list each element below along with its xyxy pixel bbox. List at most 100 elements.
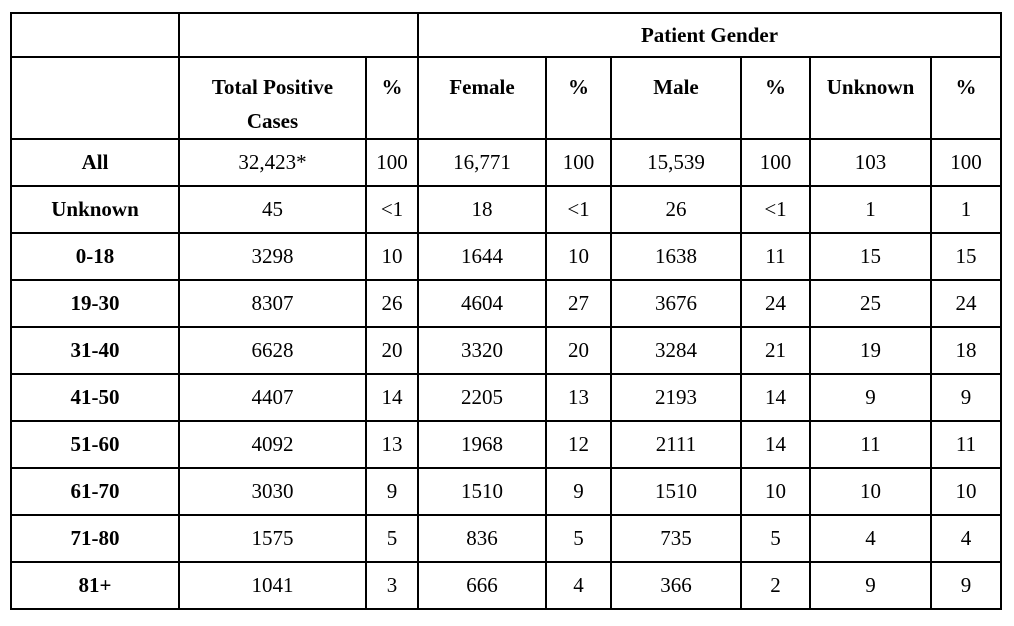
corner-blank-cell bbox=[10, 12, 180, 58]
data-cell: 13 bbox=[365, 420, 419, 470]
data-cell: 1644 bbox=[417, 232, 547, 282]
data-cell: 15 bbox=[930, 232, 1002, 282]
data-cell: 11 bbox=[930, 420, 1002, 470]
data-cell: 4 bbox=[930, 514, 1002, 564]
table-row-19-30: 19-30 8307 26 4604 27 3676 24 25 24 bbox=[10, 279, 1002, 329]
data-cell: 18 bbox=[417, 185, 547, 235]
data-cell: 11 bbox=[809, 420, 932, 470]
data-cell: 4092 bbox=[178, 420, 367, 470]
data-cell: 4407 bbox=[178, 373, 367, 423]
data-cell: 836 bbox=[417, 514, 547, 564]
data-cell: 10 bbox=[740, 467, 811, 517]
data-cell: 5 bbox=[545, 514, 612, 564]
data-cell: 4 bbox=[545, 561, 612, 611]
data-cell: 21 bbox=[740, 326, 811, 376]
data-cell: 1510 bbox=[417, 467, 547, 517]
totals-blank-cell bbox=[178, 12, 419, 58]
col-header-pct-total: % bbox=[365, 55, 419, 141]
row-label-cell: 61-70 bbox=[10, 467, 180, 517]
data-cell: 11 bbox=[740, 232, 811, 282]
data-cell: 1041 bbox=[178, 561, 367, 611]
table-row-61-70: 61-70 3030 9 1510 9 1510 10 10 10 bbox=[10, 467, 1002, 517]
row-label-cell: 81+ bbox=[10, 561, 180, 611]
data-cell: 735 bbox=[610, 514, 742, 564]
data-cell: 3676 bbox=[610, 279, 742, 329]
data-cell: 10 bbox=[809, 467, 932, 517]
data-cell: 100 bbox=[365, 138, 419, 188]
data-cell: 24 bbox=[740, 279, 811, 329]
row-label-cell: 31-40 bbox=[10, 326, 180, 376]
data-cell: 6628 bbox=[178, 326, 367, 376]
row-label-cell: 71-80 bbox=[10, 514, 180, 564]
col-header-total-positive-cases: Total Positive Cases bbox=[178, 55, 367, 141]
data-cell: 10 bbox=[365, 232, 419, 282]
data-cell: 3284 bbox=[610, 326, 742, 376]
data-cell: 26 bbox=[365, 279, 419, 329]
data-cell: 24 bbox=[930, 279, 1002, 329]
col-header-blank bbox=[10, 55, 180, 141]
data-cell: 366 bbox=[610, 561, 742, 611]
data-cell: 10 bbox=[930, 467, 1002, 517]
data-cell: 100 bbox=[930, 138, 1002, 188]
data-cell: 25 bbox=[809, 279, 932, 329]
data-cell: <1 bbox=[365, 185, 419, 235]
data-cell: 1 bbox=[930, 185, 1002, 235]
data-cell: 3030 bbox=[178, 467, 367, 517]
data-cell: 15,539 bbox=[610, 138, 742, 188]
data-cell: <1 bbox=[740, 185, 811, 235]
data-cell: 3 bbox=[365, 561, 419, 611]
data-cell: 5 bbox=[740, 514, 811, 564]
data-cell: 9 bbox=[930, 373, 1002, 423]
data-cell: 9 bbox=[930, 561, 1002, 611]
row-label-cell: 19-30 bbox=[10, 279, 180, 329]
data-cell: 2 bbox=[740, 561, 811, 611]
data-cell: 15 bbox=[809, 232, 932, 282]
data-cell: 26 bbox=[610, 185, 742, 235]
patient-gender-group-header: Patient Gender bbox=[417, 12, 1002, 58]
data-cell: 16,771 bbox=[417, 138, 547, 188]
group-header-row: Patient Gender bbox=[10, 12, 1002, 58]
col-header-female: Female bbox=[417, 55, 547, 141]
data-cell: 18 bbox=[930, 326, 1002, 376]
data-cell: 13 bbox=[545, 373, 612, 423]
col-header-male: Male bbox=[610, 55, 742, 141]
data-cell: 12 bbox=[545, 420, 612, 470]
patient-gender-by-age-table: Patient Gender Total Positive Cases % Fe… bbox=[10, 12, 1002, 611]
table-row-all: All 32,423* 100 16,771 100 15,539 100 10… bbox=[10, 138, 1002, 188]
col-header-pct-female: % bbox=[545, 55, 612, 141]
table-row-unknown: Unknown 45 <1 18 <1 26 <1 1 1 bbox=[10, 185, 1002, 235]
row-label-cell: All bbox=[10, 138, 180, 188]
column-header-row: Total Positive Cases % Female % Male % U… bbox=[10, 55, 1002, 141]
data-cell: 3320 bbox=[417, 326, 547, 376]
data-cell: 1968 bbox=[417, 420, 547, 470]
data-cell: 100 bbox=[740, 138, 811, 188]
row-label-cell: Unknown bbox=[10, 185, 180, 235]
data-cell: 8307 bbox=[178, 279, 367, 329]
data-cell: 2205 bbox=[417, 373, 547, 423]
data-cell: 27 bbox=[545, 279, 612, 329]
data-cell: 1510 bbox=[610, 467, 742, 517]
data-cell: <1 bbox=[545, 185, 612, 235]
data-cell: 14 bbox=[365, 373, 419, 423]
data-cell: 10 bbox=[545, 232, 612, 282]
row-label-cell: 51-60 bbox=[10, 420, 180, 470]
data-cell: 14 bbox=[740, 373, 811, 423]
data-cell: 9 bbox=[809, 561, 932, 611]
table-row-31-40: 31-40 6628 20 3320 20 3284 21 19 18 bbox=[10, 326, 1002, 376]
data-cell: 4 bbox=[809, 514, 932, 564]
data-cell: 1638 bbox=[610, 232, 742, 282]
table-row-41-50: 41-50 4407 14 2205 13 2193 14 9 9 bbox=[10, 373, 1002, 423]
row-label-cell: 41-50 bbox=[10, 373, 180, 423]
table-row-0-18: 0-18 3298 10 1644 10 1638 11 15 15 bbox=[10, 232, 1002, 282]
data-cell: 103 bbox=[809, 138, 932, 188]
data-cell: 5 bbox=[365, 514, 419, 564]
data-cell: 1 bbox=[809, 185, 932, 235]
table-row-71-80: 71-80 1575 5 836 5 735 5 4 4 bbox=[10, 514, 1002, 564]
data-cell: 19 bbox=[809, 326, 932, 376]
data-cell: 2111 bbox=[610, 420, 742, 470]
data-cell: 666 bbox=[417, 561, 547, 611]
data-cell: 20 bbox=[365, 326, 419, 376]
data-cell: 20 bbox=[545, 326, 612, 376]
data-cell: 9 bbox=[545, 467, 612, 517]
col-header-pct-unknown: % bbox=[930, 55, 1002, 141]
